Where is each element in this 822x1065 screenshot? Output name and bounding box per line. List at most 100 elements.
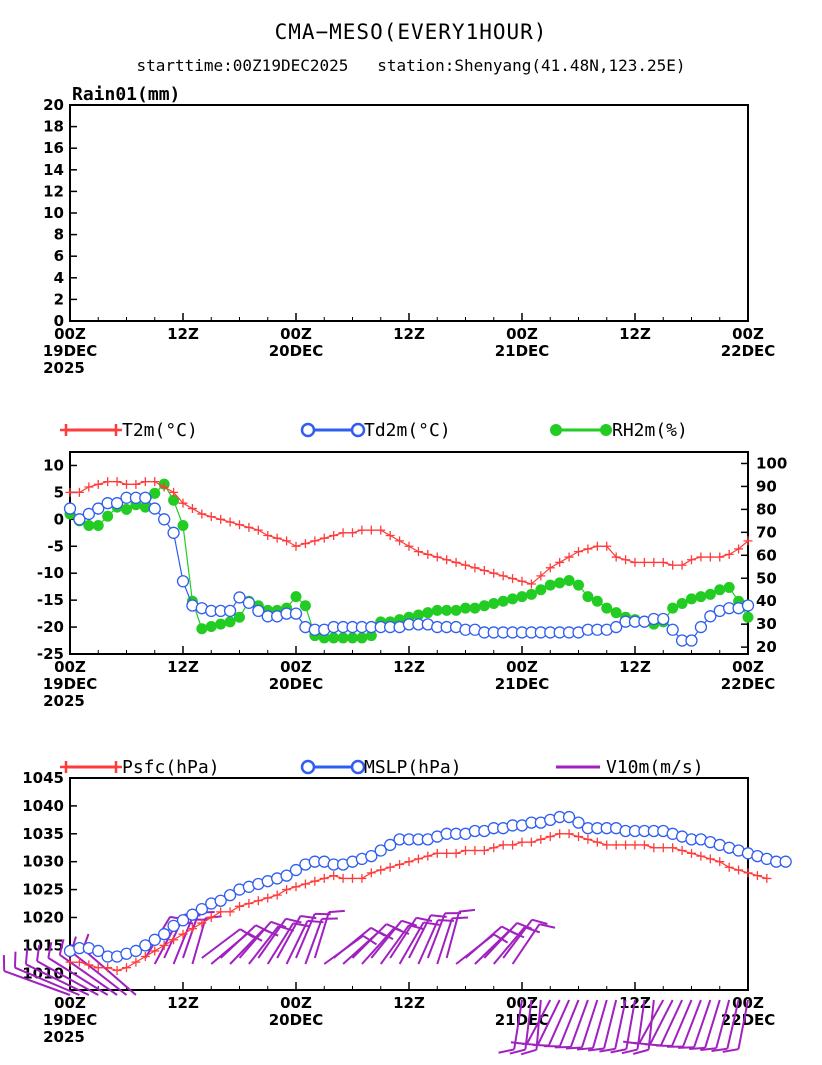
t2m-point: [611, 552, 621, 562]
td2m-point: [610, 620, 623, 634]
rh2m-point: [422, 607, 434, 619]
wind-barb-flag: [700, 1047, 717, 1052]
mslp-point: [129, 944, 143, 958]
wind-barb-flag: [722, 1048, 739, 1053]
press-y-tick-label: 1040: [22, 797, 64, 815]
mslp-point: [365, 849, 378, 863]
t2m-point: [592, 541, 602, 551]
t2m-point: [461, 560, 470, 570]
psfc-point: [526, 837, 536, 847]
wind-barb-flag: [509, 929, 525, 939]
t2m-point: [329, 530, 339, 540]
wind-barb-flag: [610, 1048, 627, 1054]
wind-barb-staff: [219, 924, 257, 959]
wind-barb-flag: [378, 930, 394, 940]
psfc-point: [329, 871, 339, 881]
wind-barb-flag: [539, 923, 556, 929]
rh2m-point: [215, 618, 227, 630]
mslp-point: [139, 939, 152, 952]
wind-barb-staff: [737, 999, 749, 1050]
wind-barb-flag: [711, 1047, 728, 1053]
psfc-point: [300, 879, 310, 889]
psfc-point: [225, 907, 235, 917]
rain-y-tick-label: 12: [43, 182, 64, 200]
t2m-point: [526, 579, 536, 589]
psfc-point: [74, 957, 84, 967]
wind-barb-flag: [270, 920, 287, 929]
t2m-point: [536, 571, 546, 581]
rh2m-legend-label: RH2m(%): [612, 420, 688, 441]
mslp-legend-marker: [300, 759, 316, 775]
t2m-point: [621, 555, 631, 565]
t2m-point: [169, 487, 179, 497]
wind-barb-staff: [313, 911, 330, 959]
t2m-point: [602, 541, 612, 551]
rh2m-point: [478, 600, 490, 612]
rh2m-point: [431, 604, 443, 616]
t2m-point: [235, 520, 244, 530]
psfc-point: [112, 965, 122, 975]
wind-barb-staff: [436, 918, 454, 965]
wind-barb-flag: [498, 1048, 515, 1054]
t2m-point: [649, 557, 659, 567]
wind-barb-flag: [621, 1048, 638, 1055]
t2m-point: [639, 557, 649, 567]
psfc-point: [536, 834, 546, 844]
td2m-point: [82, 507, 95, 521]
psfc-point: [734, 865, 744, 875]
t2m-point: [715, 552, 725, 562]
psfc-point: [84, 960, 94, 970]
psfc-point: [338, 873, 348, 883]
rh2m-point: [196, 623, 208, 635]
rh2m-point: [92, 519, 104, 531]
wind-barb-staff: [370, 920, 403, 959]
rh2m-legend-marker: [600, 424, 612, 436]
wind-barb-staff: [580, 999, 599, 1048]
press-x-tick-label: 00Z 19DEC 2025: [43, 994, 98, 1046]
psfc-point: [187, 924, 197, 934]
t2m-point: [658, 557, 668, 567]
psfc-point: [762, 873, 772, 883]
psfc-point: [451, 848, 461, 858]
t2m-point: [244, 522, 254, 532]
t2m-point: [696, 552, 706, 562]
wind-barb-flag: [24, 948, 29, 965]
t2m-point: [376, 525, 386, 535]
t2m-point: [724, 549, 734, 559]
wind-barb-staff: [682, 999, 702, 1048]
rain-y-tick-label: 18: [43, 118, 64, 136]
rh-y2-tick-label: 30: [756, 615, 777, 633]
wind-barb-staff: [525, 999, 552, 1045]
t2m-point: [451, 557, 461, 567]
t2m-point: [734, 544, 744, 554]
rh2m-point: [347, 632, 358, 644]
rh2m-point: [469, 602, 481, 614]
wind-barb-flag: [458, 908, 476, 913]
td2m-point: [176, 575, 190, 588]
t2m-point: [216, 514, 226, 524]
psfc-point: [592, 837, 602, 847]
rain-y-tick-label: 20: [43, 96, 64, 114]
wind-barb-staff: [333, 927, 372, 959]
wind-barb-flag: [524, 926, 541, 934]
psfc-point: [442, 848, 452, 858]
t2m-point: [65, 487, 75, 497]
wind-barb-staff: [82, 948, 137, 996]
rain-y-tick-label: 2: [54, 290, 64, 308]
t2m-point: [112, 477, 122, 487]
rh-y2-tick-label: 20: [756, 638, 777, 656]
psfc-legend-marker: [60, 761, 72, 773]
rh2m-point: [667, 602, 679, 614]
temp-x-tick-label: 12Z: [393, 658, 425, 676]
td2m-legend-marker: [300, 422, 316, 438]
wind-barb-staff: [445, 911, 461, 959]
psfc-point: [122, 963, 131, 973]
psfc-point: [668, 843, 678, 853]
press-x-tick-label: 12Z: [167, 994, 199, 1012]
rh-y2-tick-label: 60: [756, 546, 777, 564]
rain-x-tick-label: 12Z: [393, 325, 425, 343]
t2m-point: [103, 477, 113, 487]
psfc-point: [621, 840, 631, 850]
rain-x-tick-label: 00Z 22DEC: [721, 325, 776, 360]
